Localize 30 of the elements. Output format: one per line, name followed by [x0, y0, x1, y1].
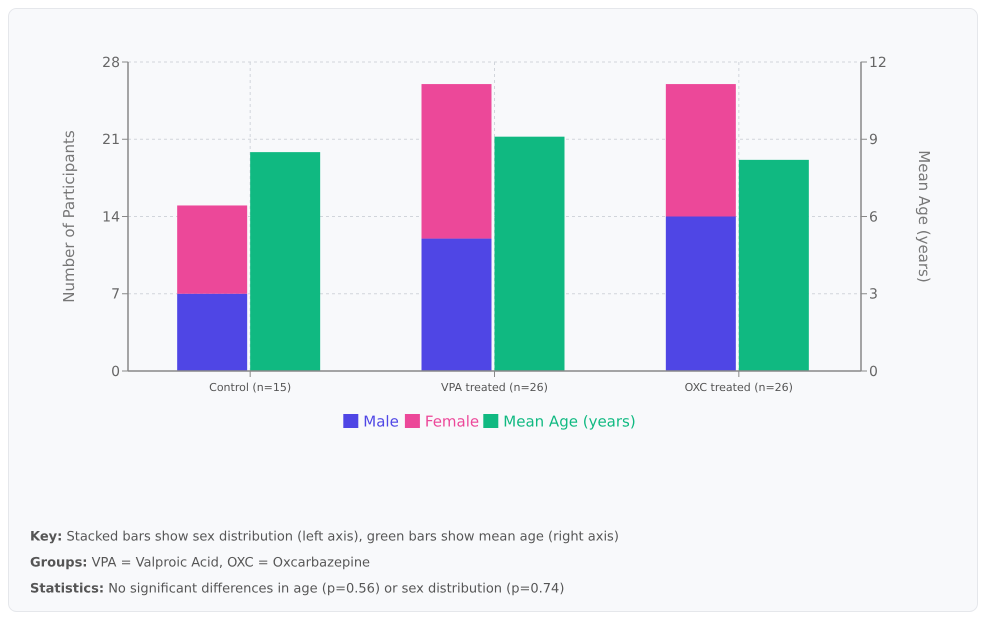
legend-label: Male — [363, 412, 399, 430]
text: Statistics: No significant differences in age (p=0.56) or sex distribution (p=0.74) — [30, 582, 564, 597]
y2-axis-title: Mean Age (years) — [915, 150, 933, 283]
bar — [738, 160, 809, 371]
y-tick-label: 0 — [111, 364, 120, 380]
y-tick-label: 14 — [102, 209, 120, 226]
y2-tick-label: 0 — [869, 364, 878, 380]
text: Groups: VPA = Valproic Acid, OXC = Oxcarbazepine — [30, 556, 370, 571]
text: Key: Stacked bars show sex distribution (left axis), green bars show mean age (right axis) — [30, 530, 619, 545]
legend-label: Mean Age (years) — [503, 412, 636, 430]
y2-tick-label: 3 — [869, 286, 878, 303]
bar — [422, 238, 492, 371]
x-tick-label: OXC treated (n=26) — [684, 381, 793, 394]
y-tick-label: 7 — [111, 286, 120, 303]
y-tick-label: 28 — [102, 54, 120, 71]
x-tick-label: Control (n=15) — [209, 381, 292, 394]
y-axis-title: Number of Participants — [60, 130, 78, 303]
bar — [666, 216, 736, 371]
y2-tick-label: 9 — [869, 132, 878, 148]
bar — [177, 205, 248, 294]
x-tick-label: VPA treated (n=26) — [441, 381, 548, 394]
y2-tick-label: 12 — [869, 54, 887, 71]
bar — [250, 152, 320, 371]
bar — [422, 84, 492, 239]
bar — [177, 294, 248, 371]
y2-tick-label: 6 — [869, 209, 878, 226]
bar — [494, 136, 564, 371]
y-tick-label: 21 — [102, 132, 120, 148]
bar — [666, 84, 736, 216]
legend-label: Female — [424, 412, 480, 430]
